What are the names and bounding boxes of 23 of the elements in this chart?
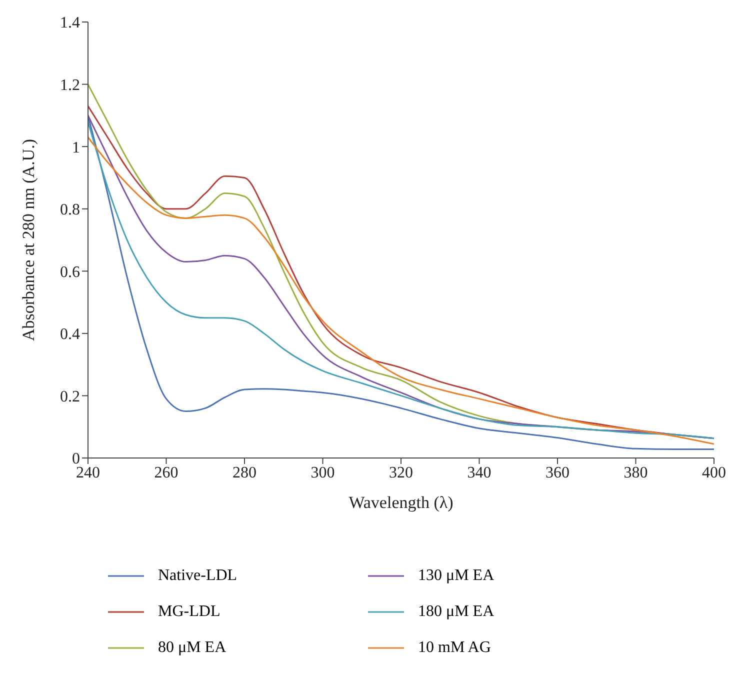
y-tick-label: 0.2 <box>60 388 80 406</box>
legend-label: 10 mM AG <box>418 639 491 657</box>
y-tick-label: 0.6 <box>60 264 80 281</box>
x-tick-label: 400 <box>702 464 726 482</box>
y-tick-label: 0.8 <box>60 202 80 219</box>
y-tick-label: 1 <box>72 139 80 156</box>
x-tick-label: 360 <box>546 464 570 482</box>
legend-label: Native-LDL <box>158 567 238 585</box>
x-tick-label: 340 <box>467 464 492 482</box>
legend-label: 130 μM EA <box>418 567 494 585</box>
x-axis-title: Wavelength (λ) <box>348 493 454 512</box>
legend-label: 180 μM EA <box>418 603 494 621</box>
y-axis-title: Absorbance at 280 nm (A.U.) <box>19 138 38 342</box>
x-tick-label: 260 <box>154 464 178 482</box>
y-tick-label: 1.4 <box>60 14 80 32</box>
x-tick-label: 320 <box>389 464 413 482</box>
legend-label: 80 μM EA <box>158 639 226 657</box>
x-tick-label: 300 <box>310 464 335 482</box>
x-tick-label: 380 <box>624 464 648 482</box>
x-tick-label: 280 <box>232 464 256 482</box>
y-tick-label: 0.4 <box>60 326 80 344</box>
y-tick-label: 1.2 <box>60 76 80 94</box>
legend-label: MG-LDL <box>158 603 220 621</box>
